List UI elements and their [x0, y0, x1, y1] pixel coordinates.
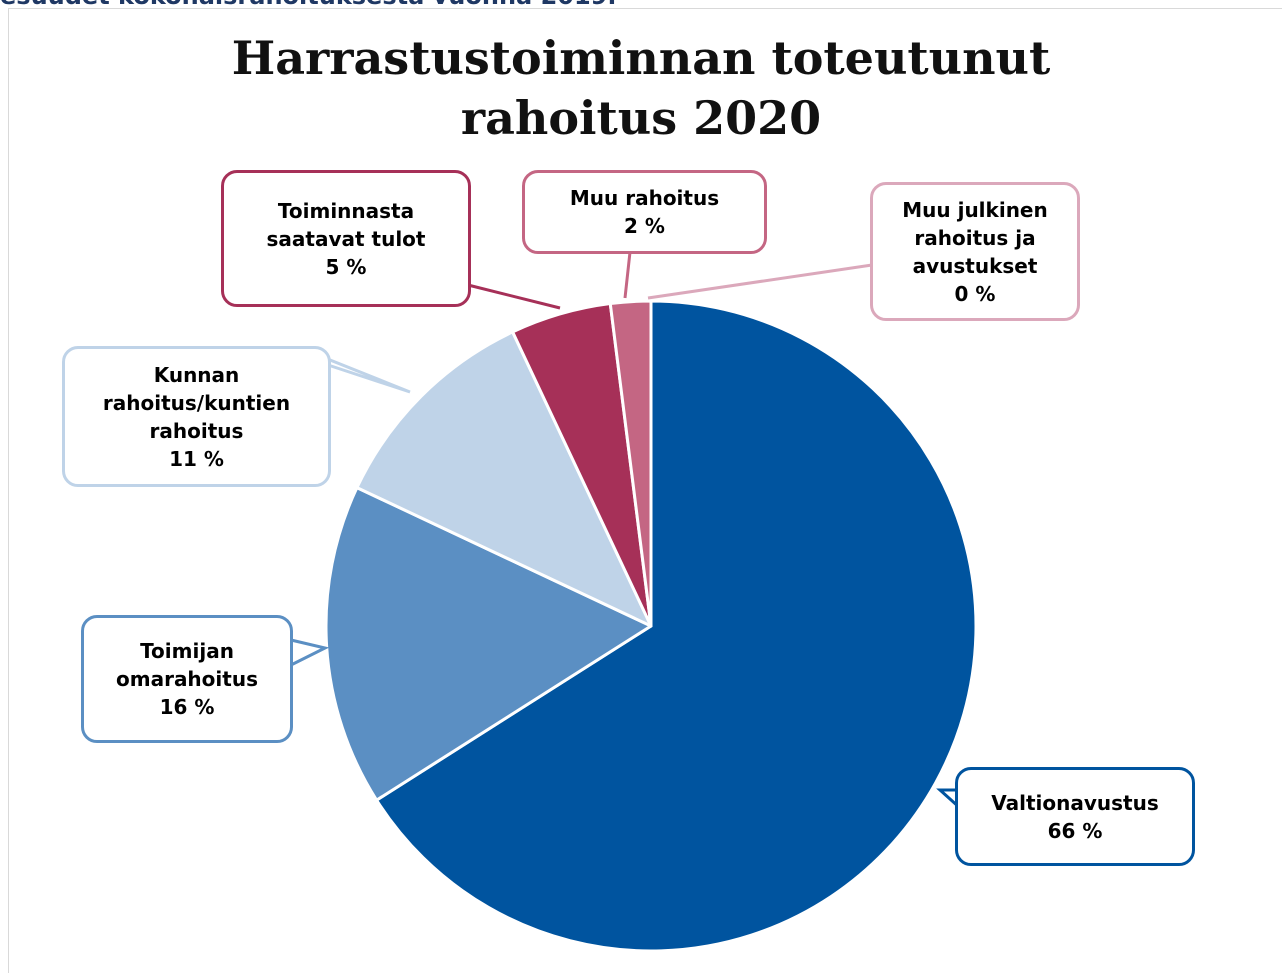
chart-frame [8, 8, 1282, 973]
category-label: Toimijan omarahoitus [116, 639, 258, 691]
data-label-box: Kunnan rahoitus/kuntien rahoitus 11 % [62, 346, 331, 487]
pie-slice [324, 486, 653, 802]
value-label: 5 % [325, 254, 367, 279]
category-label: Muu julkinen rahoitus ja avustukset [902, 197, 1048, 278]
value-label: 2 % [624, 214, 665, 238]
value-label: 16 % [159, 695, 215, 719]
data-label-box: Valtionavustus 66 % [955, 767, 1195, 866]
pie-slice [375, 299, 978, 953]
chart-title: Harrastustoiminnan toteutunut rahoitus 2… [231, 31, 1051, 145]
value-label: 11 % [169, 446, 224, 471]
value-label: 66 % [1047, 818, 1103, 843]
value-label: 0 % [954, 281, 996, 306]
callout-pointer [623, 251, 632, 299]
data-label-box: Muu rahoitus 2 % [522, 170, 767, 254]
caption: esuudet kokonaisrahoituksesta vuonna 201… [0, 0, 617, 10]
data-label-box: Toiminnasta saatavat tulot 5 % [221, 170, 471, 307]
callout-pointer [290, 638, 330, 667]
category-label: Muu rahoitus [569, 186, 720, 210]
category-label: Kunnan rahoitus/kuntien rahoitus [102, 362, 291, 443]
callout-pointer [299, 346, 411, 394]
callout-pointer [467, 283, 561, 310]
pie-slice [355, 330, 653, 628]
category-label: Toiminnasta saatavat tulot [266, 198, 426, 251]
data-label-box: Muu julkinen rahoitus ja avustukset 0 % [870, 182, 1080, 321]
category-label: Valtionavustus [991, 790, 1159, 815]
callout-pointer [647, 263, 873, 300]
data-label-box: Toimijan omarahoitus 16 % [81, 615, 293, 743]
callout-pointer [936, 788, 962, 810]
